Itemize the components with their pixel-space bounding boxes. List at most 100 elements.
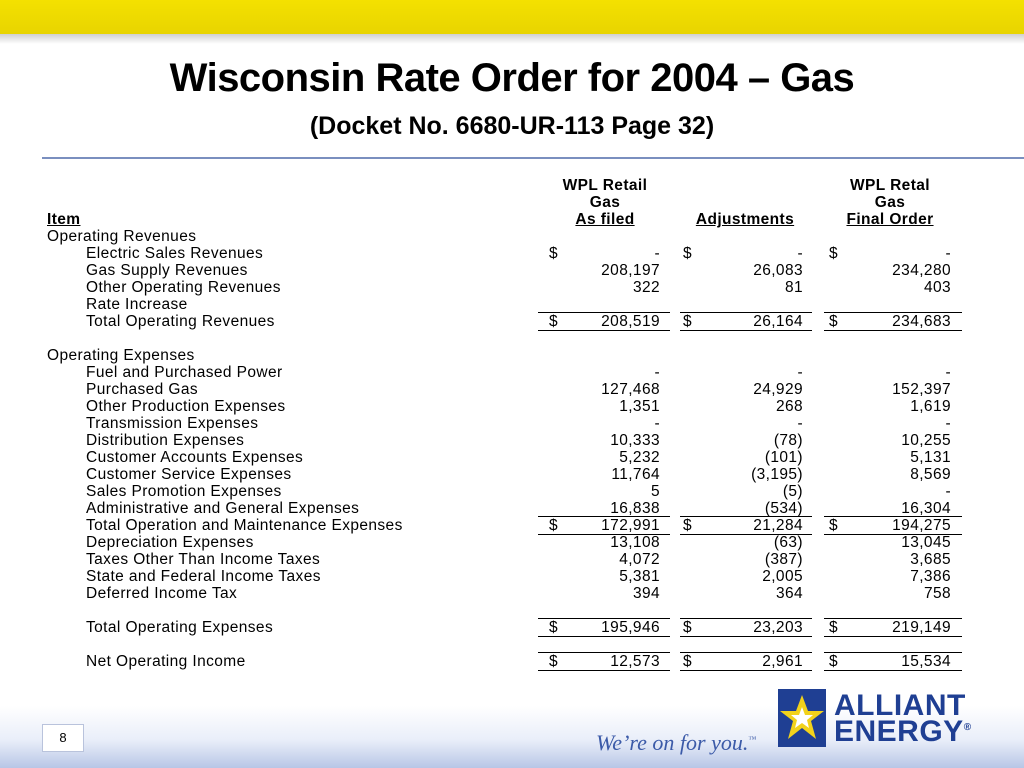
col2-header: Adjustments — [695, 211, 795, 228]
total-rule — [538, 534, 670, 535]
cell-as-filed: 5,232 — [619, 449, 660, 466]
cell-final-order: 219,149 — [892, 619, 951, 636]
cell-adjustments: 26,164 — [753, 313, 803, 330]
total-rule — [680, 312, 812, 313]
cell-as-filed: 5 — [650, 483, 660, 500]
dollar-sign: $ — [829, 517, 839, 534]
total-rule — [824, 330, 962, 331]
row-label: Customer Service Expenses — [86, 466, 292, 483]
total-rule — [824, 618, 962, 619]
cell-as-filed: - — [654, 364, 660, 381]
cell-adjustments: (3,195) — [751, 466, 803, 483]
row-label: Other Operating Revenues — [86, 279, 281, 296]
cell-as-filed: 172,991 — [601, 517, 660, 534]
total-rule — [680, 618, 812, 619]
total-rule — [538, 516, 670, 517]
cell-as-filed: 322 — [632, 279, 660, 296]
col1-header-line1: WPL Retail — [562, 177, 648, 194]
total-rule — [680, 534, 812, 535]
total-rule — [824, 670, 962, 671]
total-rule — [680, 670, 812, 671]
cell-adjustments: (78) — [773, 432, 803, 449]
dollar-sign: $ — [683, 619, 693, 636]
dollar-sign: $ — [549, 313, 559, 330]
cell-as-filed: 10,333 — [610, 432, 660, 449]
cell-adjustments: 23,203 — [753, 619, 803, 636]
total-rule — [538, 636, 670, 637]
cell-final-order: 3,685 — [910, 551, 951, 568]
row-label: Gas Supply Revenues — [86, 262, 248, 279]
cell-final-order: 234,280 — [892, 262, 951, 279]
cell-adjustments: (5) — [782, 483, 803, 500]
cell-adjustments: (63) — [773, 534, 803, 551]
row-label: Purchased Gas — [86, 381, 199, 398]
dollar-sign: $ — [683, 313, 693, 330]
cell-final-order: 10,255 — [901, 432, 951, 449]
row-label: Taxes Other Than Income Taxes — [86, 551, 321, 568]
cell-as-filed: 11,764 — [611, 466, 660, 483]
logo-text-energy-word: ENERGY — [834, 715, 964, 748]
logo-registered-mark: ® — [963, 722, 972, 733]
cell-as-filed: 13,108 — [610, 534, 660, 551]
cell-adjustments: 364 — [775, 585, 803, 602]
cell-as-filed: 12,573 — [610, 653, 660, 670]
alliant-star-logo-icon — [778, 689, 826, 747]
cell-as-filed: - — [654, 415, 660, 432]
page-number: 8 — [42, 724, 84, 752]
title-divider — [42, 157, 1024, 159]
top-bar-shadow — [0, 34, 1024, 44]
cell-final-order: 1,619 — [910, 398, 951, 415]
col3-header-line2: Gas — [874, 194, 906, 211]
cell-final-order: 7,386 — [910, 568, 951, 585]
row-label: Sales Promotion Expenses — [86, 483, 282, 500]
cell-final-order: 8,569 — [910, 466, 951, 483]
cell-as-filed: 208,197 — [601, 262, 660, 279]
slide-title: Wisconsin Rate Order for 2004 – Gas — [169, 56, 855, 100]
cell-as-filed: - — [654, 245, 660, 262]
cell-as-filed: 127,468 — [601, 381, 660, 398]
row-label: Depreciation Expenses — [86, 534, 254, 551]
cell-as-filed: 1,351 — [619, 398, 660, 415]
row-label: Other Production Expenses — [86, 398, 286, 415]
row-label: Transmission Expenses — [86, 415, 259, 432]
tagline-text: We’re on for you. — [596, 730, 749, 755]
col3-header-line3: Final Order — [846, 211, 934, 228]
total-rule — [538, 330, 670, 331]
col3-header-line1: WPL Retal — [850, 177, 930, 194]
dollar-sign: $ — [549, 653, 559, 670]
row-label: Rate Increase — [86, 296, 188, 313]
cell-final-order: 5,131 — [910, 449, 951, 466]
row-label: Administrative and General Expenses — [86, 500, 360, 517]
row-label: State and Federal Income Taxes — [86, 568, 321, 585]
row-label: Deferred Income Tax — [86, 585, 238, 602]
cell-adjustments: 2,005 — [762, 568, 803, 585]
tagline-tm: ™ — [748, 734, 757, 744]
cell-final-order: 234,683 — [892, 313, 951, 330]
total-rule — [680, 652, 812, 653]
dollar-sign: $ — [829, 653, 839, 670]
cell-adjustments: (387) — [764, 551, 803, 568]
row-label: Net Operating Income — [86, 653, 246, 670]
total-rule — [538, 652, 670, 653]
row-label: Fuel and Purchased Power — [86, 364, 283, 381]
dollar-sign: $ — [683, 653, 693, 670]
logo-text-alliant: ALLIANT — [834, 689, 966, 722]
total-rule — [538, 312, 670, 313]
tagline: We’re on for you.™ — [596, 730, 756, 756]
cell-final-order: - — [945, 245, 951, 262]
total-rule — [680, 636, 812, 637]
total-rule — [680, 516, 812, 517]
cell-final-order: 152,397 — [892, 381, 951, 398]
dollar-sign: $ — [549, 517, 559, 534]
dollar-sign: $ — [829, 245, 839, 262]
cell-adjustments: 268 — [775, 398, 803, 415]
cell-final-order: 403 — [923, 279, 951, 296]
footer-band — [0, 706, 1024, 768]
col1-header-line3: As filed — [575, 211, 635, 228]
row-label: Operating Expenses — [47, 347, 195, 364]
cell-adjustments: 24,929 — [753, 381, 803, 398]
cell-as-filed: 16,838 — [610, 500, 660, 517]
slide-subtitle: (Docket No. 6680-UR-113 Page 32) — [309, 112, 715, 140]
total-rule — [538, 618, 670, 619]
cell-adjustments: 81 — [784, 279, 803, 296]
